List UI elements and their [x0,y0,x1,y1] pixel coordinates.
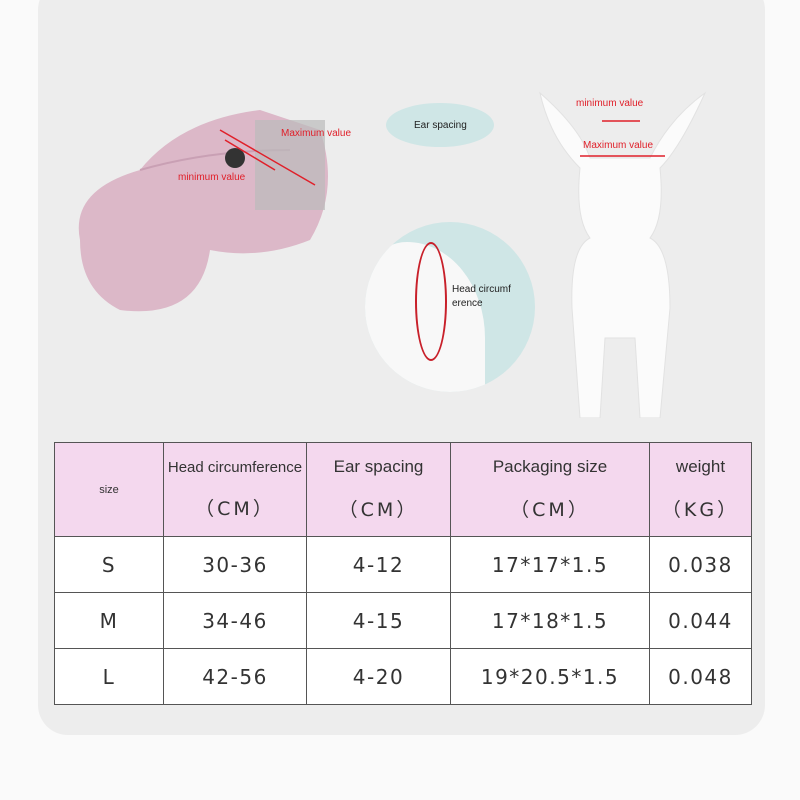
dog-maximum-label: Maximum value [583,140,654,151]
cell-size: M [54,592,164,649]
cell-ear: 4-12 [306,536,451,593]
cell-packaging: 17*18*1.5 [450,592,650,649]
cell-weight: 0.038 [649,536,752,593]
ear-spacing-label: Ear spacing [414,120,467,131]
cell-head: 42-56 [163,648,307,705]
head-circumference-label: Head circumf erence [452,284,511,309]
cell-ear: 4-20 [306,648,451,705]
header-weight: weight （KG） [649,442,752,537]
header-size: size [54,442,164,537]
cell-size: S [54,536,164,593]
table-row: S 30-36 4-12 17*17*1.5 0.038 [54,536,752,593]
minimum-value-label: minimum value [178,172,246,183]
dog-mannequin-image [539,91,707,418]
head-circumference-image [365,222,535,392]
cell-weight: 0.044 [649,592,752,649]
table-row: L 42-56 4-20 19*20.5*1.5 0.048 [54,648,752,705]
cell-size: L [54,648,164,705]
ear-spacing-badge [386,103,494,147]
cell-head: 30-36 [163,536,307,593]
cell-packaging: 17*17*1.5 [450,536,650,593]
pink-cap-image [78,110,328,312]
size-chart-table: size Head circumference （CM） Ear spacing （… [54,442,752,705]
cell-packaging: 19*20.5*1.5 [450,648,650,705]
header-ear-spacing: Ear spacing （CM） [306,442,451,537]
dog-minimum-label: minimum value [576,98,644,109]
header-head-circumference: Head circumference （CM） [163,442,307,537]
cell-weight: 0.048 [649,648,752,705]
table-header-row: size Head circumference （CM） Ear spacing （… [54,442,752,537]
cell-ear: 4-15 [306,592,451,649]
maximum-value-label: Maximum value [281,128,352,139]
header-packaging-size: Packaging size （CM） [450,442,650,537]
cell-head: 34-46 [163,592,307,649]
table-row: M 34-46 4-15 17*18*1.5 0.044 [54,592,752,649]
